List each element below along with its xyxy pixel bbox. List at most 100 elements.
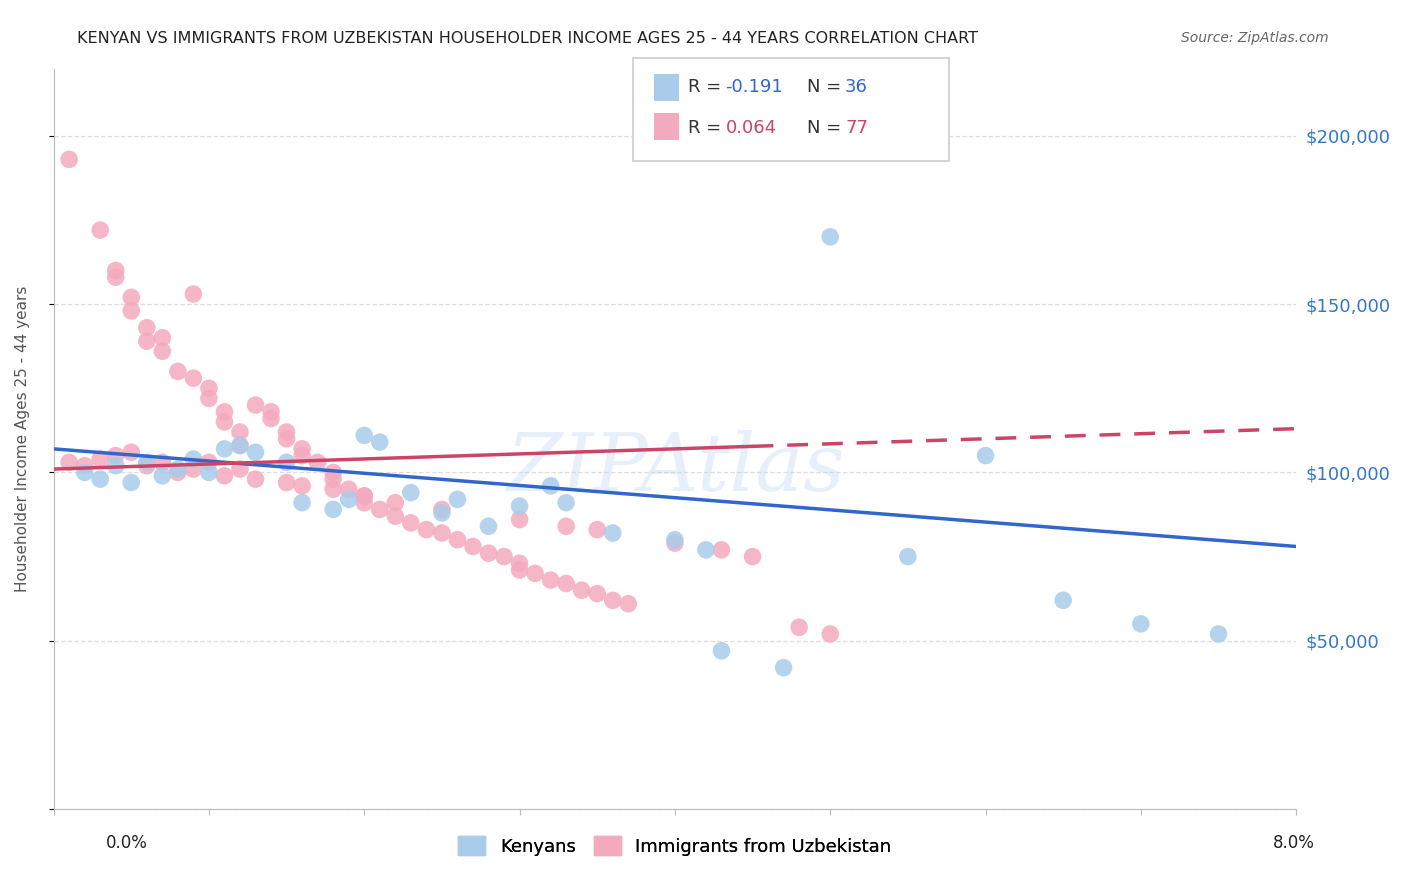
Point [183, 462, 205, 476]
Point [198, 392, 221, 406]
Text: 0.064: 0.064 [725, 120, 776, 137]
Point [229, 462, 252, 476]
Point [150, 455, 173, 469]
Point [322, 482, 344, 496]
Point [446, 492, 468, 507]
Text: R =: R = [688, 120, 727, 137]
Point [167, 462, 190, 476]
Text: 36: 36 [845, 78, 868, 96]
Point [509, 557, 531, 571]
Point [167, 466, 190, 480]
Point [446, 533, 468, 547]
Point [183, 452, 205, 467]
Point [229, 425, 252, 439]
Point [818, 229, 841, 244]
Point [710, 542, 733, 557]
Point [120, 475, 142, 490]
Point [322, 466, 344, 480]
Point [104, 270, 127, 285]
Point [337, 492, 360, 507]
Text: N =: N = [807, 120, 846, 137]
Point [492, 549, 515, 564]
Point [368, 502, 391, 516]
Point [477, 519, 499, 533]
Point [787, 620, 810, 634]
Point [198, 455, 221, 469]
Point [509, 512, 531, 526]
Text: -0.191: -0.191 [725, 78, 783, 96]
Point [430, 506, 453, 520]
Point [291, 479, 314, 493]
Point [245, 472, 267, 486]
Point [1129, 616, 1152, 631]
Point [322, 502, 344, 516]
Point [183, 287, 205, 301]
Point [586, 586, 609, 600]
Point [150, 468, 173, 483]
Point [276, 455, 298, 469]
Point [198, 466, 221, 480]
Point [399, 485, 422, 500]
Point [710, 644, 733, 658]
Point [353, 496, 375, 510]
Point [664, 533, 686, 547]
Point [540, 573, 562, 587]
Point [73, 466, 96, 480]
Point [477, 546, 499, 560]
Point [291, 449, 314, 463]
Point [214, 415, 236, 429]
Point [353, 489, 375, 503]
Point [384, 496, 406, 510]
Point [120, 303, 142, 318]
Point [104, 458, 127, 473]
Point [555, 519, 578, 533]
Point [1208, 627, 1230, 641]
Point [509, 499, 531, 513]
Point [183, 371, 205, 385]
Point [509, 563, 531, 577]
Point [384, 509, 406, 524]
Point [104, 263, 127, 277]
Point [167, 364, 190, 378]
Point [307, 455, 329, 469]
Point [245, 445, 267, 459]
Point [260, 411, 283, 425]
Point [73, 458, 96, 473]
Point [104, 449, 127, 463]
Point [276, 425, 298, 439]
Point [89, 472, 111, 486]
Point [571, 583, 593, 598]
Point [1052, 593, 1074, 607]
Point [461, 540, 484, 554]
Text: R =: R = [688, 78, 727, 96]
Point [58, 455, 80, 469]
Point [772, 660, 794, 674]
Text: 0.0%: 0.0% [105, 834, 148, 852]
Point [120, 290, 142, 304]
Point [291, 496, 314, 510]
Point [974, 449, 997, 463]
Point [399, 516, 422, 530]
Point [555, 576, 578, 591]
Point [602, 526, 624, 541]
Point [135, 320, 157, 334]
Point [524, 566, 547, 581]
Point [58, 153, 80, 167]
Point [214, 442, 236, 456]
Point [245, 398, 267, 412]
Point [214, 405, 236, 419]
Point [276, 475, 298, 490]
Y-axis label: Householder Income Ages 25 - 44 years: Householder Income Ages 25 - 44 years [15, 285, 30, 592]
Point [276, 432, 298, 446]
Point [555, 496, 578, 510]
Point [897, 549, 920, 564]
Point [229, 438, 252, 452]
Point [291, 442, 314, 456]
Point [602, 593, 624, 607]
Point [135, 334, 157, 348]
Point [322, 472, 344, 486]
Point [430, 502, 453, 516]
Point [260, 405, 283, 419]
Point [353, 428, 375, 442]
Point [135, 455, 157, 469]
